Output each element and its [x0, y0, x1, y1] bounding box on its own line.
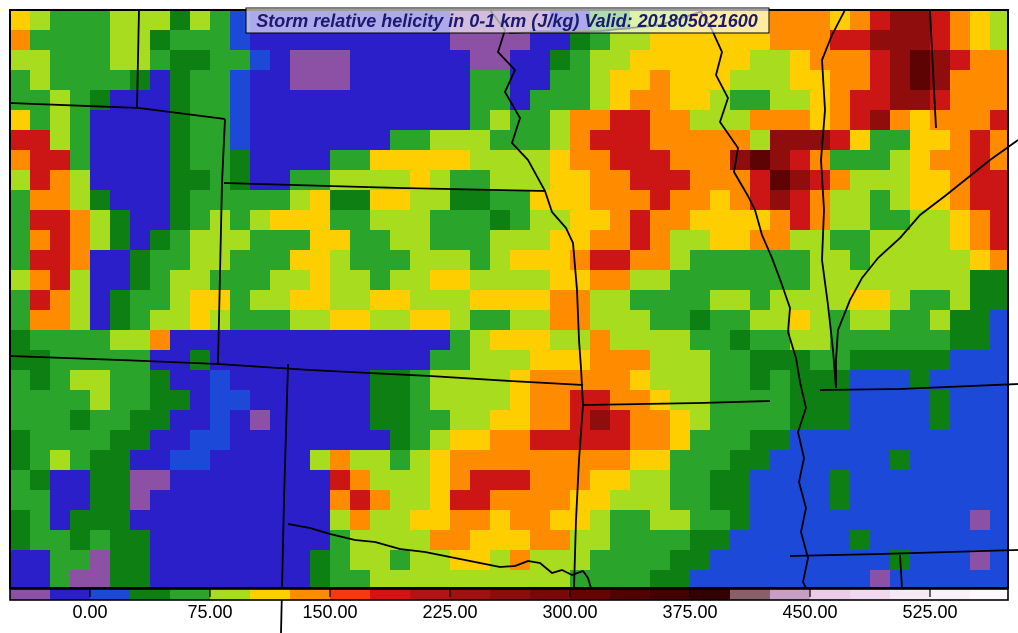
svg-text:150.00: 150.00	[302, 602, 357, 622]
svg-text:Storm relative helicity in 0-1: Storm relative helicity in 0-1 km (J/kg)…	[256, 11, 758, 31]
svg-text:375.00: 375.00	[662, 602, 717, 622]
svg-text:225.00: 225.00	[422, 602, 477, 622]
svg-text:0.00: 0.00	[72, 602, 107, 622]
svg-text:450.00: 450.00	[782, 602, 837, 622]
svg-text:525.00: 525.00	[902, 602, 957, 622]
svg-text:300.00: 300.00	[542, 602, 597, 622]
svg-text:75.00: 75.00	[187, 602, 232, 622]
